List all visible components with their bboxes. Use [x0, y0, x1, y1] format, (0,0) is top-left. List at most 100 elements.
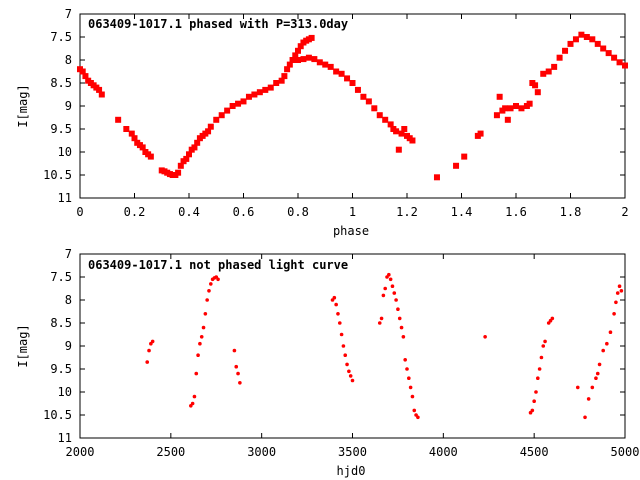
y-tick-label: 8.5: [50, 316, 72, 330]
data-point: [395, 146, 402, 153]
data-point: [477, 130, 484, 137]
data-point: [286, 61, 293, 68]
data-point: [396, 307, 400, 312]
chart-title: 063409-1017.1 not phased light curve: [88, 258, 348, 272]
data-point: [213, 116, 220, 123]
data-point: [360, 93, 367, 100]
data-point: [295, 47, 301, 54]
data-point: [556, 54, 563, 61]
data-point: [234, 364, 239, 369]
y-tick-label: 7.5: [50, 270, 72, 284]
data-point: [534, 89, 541, 96]
data-point: [600, 45, 607, 52]
data-point: [341, 344, 346, 348]
data-point: [397, 316, 402, 321]
data-point: [232, 348, 237, 353]
data-point: [190, 401, 195, 406]
data-point: [496, 93, 503, 100]
data-points: [77, 31, 628, 181]
data-point: [201, 325, 206, 330]
data-point: [295, 57, 301, 63]
data-point: [406, 135, 413, 142]
x-tick-label: 1.2: [396, 205, 418, 219]
data-point: [147, 153, 154, 160]
data-point: [532, 399, 536, 404]
data-point: [551, 63, 558, 70]
x-tick-label: 1.6: [505, 205, 527, 219]
data-point: [332, 295, 337, 300]
data-point: [236, 371, 240, 376]
data-point: [532, 82, 539, 89]
y-tick-label: 9: [65, 99, 72, 113]
data-point: [256, 89, 263, 96]
y-tick-label: 10: [58, 145, 72, 159]
data-point: [412, 408, 417, 413]
y-axis-title: I[mag]: [16, 324, 30, 367]
data-point: [507, 105, 514, 112]
data-point: [590, 385, 595, 390]
data-point: [334, 302, 338, 307]
data-point: [278, 77, 285, 84]
data-point: [390, 284, 395, 289]
data-point: [518, 105, 525, 112]
data-point: [594, 40, 601, 47]
data-point: [344, 75, 351, 82]
data-point: [199, 335, 204, 339]
data-point: [267, 84, 274, 91]
x-tick-label: 0.8: [287, 205, 309, 219]
data-point: [224, 107, 231, 114]
data-point: [245, 93, 252, 100]
phased-light-curve-chart: 7 7.5 8 8.5 9 9.5 10 10.5 11 0 0.2 0.4 0.6 0.8 1 1.2 1.…: [16, 7, 629, 238]
data-point: [597, 362, 602, 367]
data-point: [399, 325, 404, 330]
data-point: [392, 291, 397, 295]
data-point: [251, 91, 258, 98]
data-point: [147, 348, 151, 353]
y-tick-label: 11: [58, 431, 72, 445]
data-point: [583, 415, 587, 420]
data-point: [405, 367, 409, 371]
data-point: [534, 390, 538, 394]
data-point: [401, 126, 408, 132]
data-point: [540, 70, 547, 77]
data-point: [297, 43, 304, 50]
data-point: [567, 40, 574, 47]
data-point: [410, 394, 415, 399]
data-point: [229, 103, 236, 109]
data-point: [578, 31, 585, 38]
y-tick-label: 7: [65, 247, 72, 261]
data-point: [379, 316, 384, 321]
x-tick-label: 3500: [338, 445, 367, 459]
data-point: [376, 112, 383, 119]
data-point: [381, 293, 386, 298]
data-point: [388, 277, 393, 282]
data-point: [203, 312, 208, 316]
data-point: [601, 348, 605, 353]
data-point: [541, 344, 546, 348]
data-point: [536, 376, 540, 381]
data-point: [198, 341, 202, 346]
data-point: [336, 312, 340, 316]
x-tick-label: 1: [349, 205, 356, 219]
data-point: [605, 50, 612, 57]
data-point: [390, 126, 397, 132]
data-point: [123, 126, 130, 132]
data-point: [207, 123, 214, 130]
data-point: [349, 80, 356, 86]
x-tick-label: 3000: [247, 445, 276, 459]
data-point: [337, 321, 342, 325]
data-point: [292, 52, 299, 59]
x-tick-label: 2000: [66, 445, 95, 459]
y-tick-label: 11: [58, 191, 72, 205]
data-point: [408, 385, 413, 390]
data-point: [504, 116, 511, 123]
data-point: [461, 153, 468, 160]
data-point: [611, 54, 618, 61]
data-point: [196, 353, 200, 358]
x-tick-label: 1.4: [451, 205, 473, 219]
data-point: [616, 59, 623, 66]
data-point: [347, 369, 351, 374]
data-point: [216, 277, 220, 282]
x-tick-label: 2: [621, 205, 628, 219]
data-point: [273, 80, 280, 86]
